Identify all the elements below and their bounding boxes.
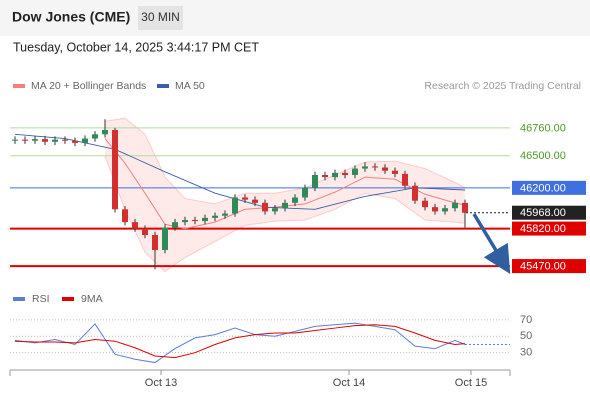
candle-body [392,170,398,174]
candle-body [62,139,68,141]
candle-body [72,140,78,143]
legend-swatch [13,297,25,301]
bollinger-upper [104,117,466,205]
legend-label: RSI [32,293,50,305]
rsi-ma-line [14,324,466,359]
candle-body [342,172,348,175]
bollinger-band [105,118,465,272]
candle-body [262,202,268,212]
candle-body [192,220,198,222]
candle-body [142,228,148,235]
level-label-box [512,221,586,236]
interval-box[interactable] [138,6,183,30]
level-label-box [512,205,586,220]
chart-layer: MA 20 + Bollinger Bands MA 50 46760.00 4650… [10,80,586,389]
candle-body [292,197,298,203]
x-tick-label: Oct 13 [145,377,177,389]
x-tick-label: Oct 15 [455,377,487,389]
rsi-line [14,322,466,364]
y-tick-label: 30 [520,347,532,359]
credit: Research © 2025 Trading Central [424,80,581,92]
candle-body [22,139,28,141]
candle-body [162,227,168,250]
legend-label: 9MA [81,293,103,305]
legend-label: MA 20 + Bollinger Bands [31,80,146,92]
candle-body [202,217,208,222]
candle-body [152,235,158,250]
legend-swatch [13,84,25,88]
bollinger-lower [104,155,466,273]
candle-body [232,197,238,214]
candle-body [182,220,188,223]
level-label: 45470.00 [520,260,566,272]
level-label-box [512,180,586,195]
candle-body [282,202,288,209]
candle-body [412,185,418,201]
candle-body [102,130,108,135]
level-label-box [512,259,586,274]
candle-body [242,197,248,200]
candle-body [402,173,408,186]
x-tick-label: Oct 14 [333,377,365,389]
level-label: 46500.00 [520,150,566,162]
candle-body [132,222,138,229]
forecast-arrow [472,213,511,274]
level-label: 45820.00 [520,223,566,235]
candle-body [372,166,378,168]
candle-body [312,175,318,188]
candle-body [432,207,438,212]
candle-body [252,199,258,203]
candle-body [32,139,38,141]
candle-body [352,168,358,175]
candle-body [332,172,338,178]
level-label: 45968.00 [520,207,566,219]
candle-body [172,222,178,228]
candle-body [52,139,58,142]
ma50-line [14,133,466,210]
candle-body [272,208,278,212]
legend-swatch [157,84,169,88]
candle-body [422,200,428,208]
instrument-title: Dow Jones (CME) [12,9,130,25]
y-tick-label: 50 [520,330,532,342]
legend-label: MA 50 [175,80,205,92]
candle-body [112,130,118,210]
candle-body [122,209,128,223]
candle-body [12,139,18,141]
candle-body [212,215,218,218]
timestamp: Tuesday, October 14, 2025 3:44:17 PM CET [13,40,259,54]
candle-body [92,134,98,139]
candle-body [302,187,308,198]
level-label: 46200.00 [520,182,566,194]
candle-body [322,175,328,178]
candle-body [42,139,48,142]
candle-body [442,208,448,212]
interval[interactable]: 30 MIN [141,10,180,24]
legend-swatch [62,297,74,301]
candle-body [382,167,388,171]
y-tick-label: 70 [520,314,532,326]
header-bar [0,0,590,36]
candle-body [362,166,368,169]
candle-body [452,202,458,209]
level-label: 46760.00 [520,122,566,134]
candle-body [222,213,228,216]
candle-body [82,138,88,143]
candle-body [462,202,468,213]
